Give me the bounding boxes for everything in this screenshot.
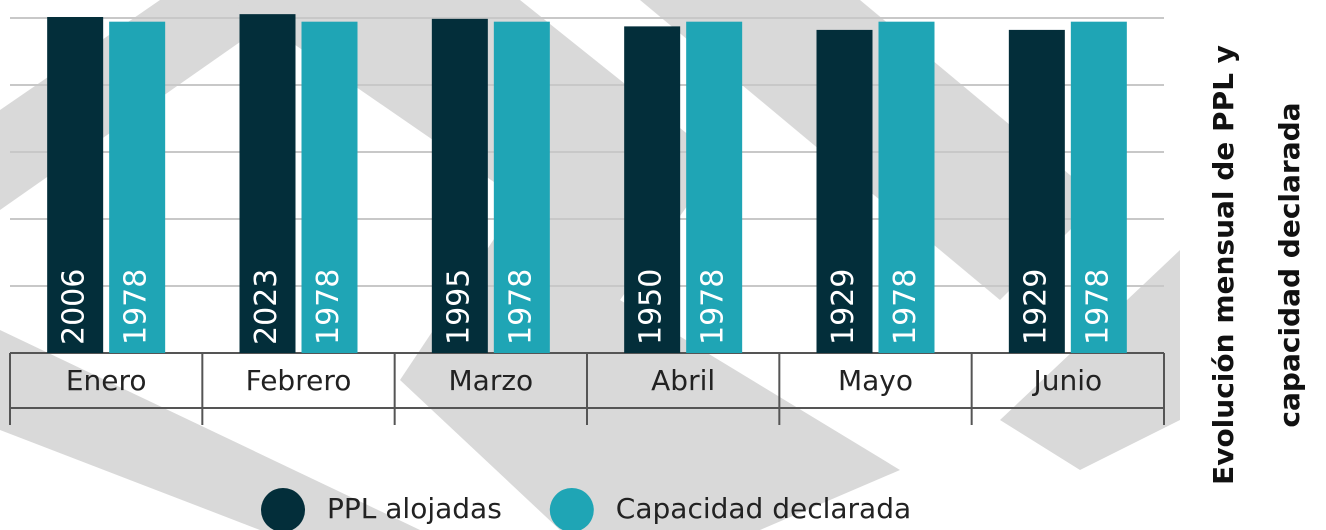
value-label: 2006 (57, 269, 92, 345)
value-label: 1950 (634, 269, 669, 345)
x-tick-label: Mayo (838, 364, 913, 397)
value-label: 1978 (696, 269, 731, 345)
legend-label: Capacidad declarada (616, 492, 911, 525)
legend-swatch (550, 488, 594, 530)
value-label: 1995 (441, 269, 476, 345)
value-label: 1978 (503, 269, 538, 345)
value-label: 1978 (311, 269, 346, 345)
value-label: 1978 (888, 269, 923, 345)
x-tick-label: Abril (651, 364, 715, 397)
value-label: 1929 (826, 269, 861, 345)
chart: Evolución mensual de PPL y capacidad decl… (0, 0, 1326, 530)
value-label: 1978 (1080, 269, 1115, 345)
legend-swatch (261, 488, 305, 530)
x-tick-label: Marzo (449, 364, 534, 397)
value-label: 2023 (249, 269, 284, 345)
watermark (0, 0, 1180, 530)
value-label: 1978 (119, 269, 154, 345)
x-tick-label: Febrero (246, 364, 352, 397)
chart-title: Evolución mensual de PPL y capacidad decl… (1207, 45, 1306, 485)
value-label: 1929 (1018, 269, 1053, 345)
chart-title-line: capacidad declarada (1273, 102, 1306, 427)
x-tick-label: Enero (66, 364, 147, 397)
chart-title-line: Evolución mensual de PPL y (1207, 45, 1240, 485)
legend-label: PPL alojadas (327, 492, 502, 525)
x-tick-label: Junio (1031, 364, 1102, 397)
